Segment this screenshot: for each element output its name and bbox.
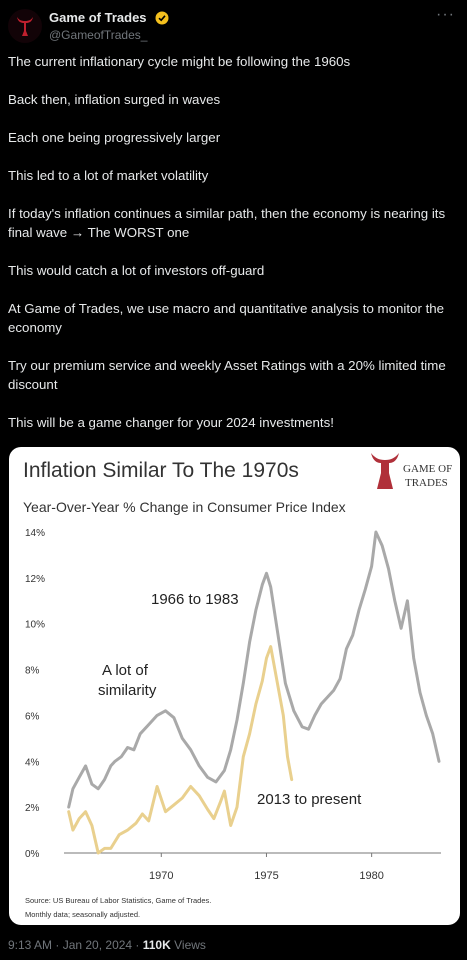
- tweet-header: Game of Trades @GameofTrades_ ···: [0, 0, 467, 50]
- tweet-paragraph: Each one being progressively larger: [8, 130, 221, 145]
- tweet-paragraph: If today's inflation continues a similar…: [8, 206, 446, 240]
- chart-title: Inflation Similar To The 1970s: [23, 459, 299, 482]
- x-tick-label: 1980: [359, 870, 383, 882]
- display-name[interactable]: Game of Trades: [49, 10, 147, 25]
- x-axis: 1970 1975 1980: [64, 852, 441, 882]
- y-tick-label: 4%: [25, 757, 40, 768]
- tweet-paragraph: This led to a lot of market volatility: [8, 168, 209, 183]
- game-of-trades-logo: GAME OF TRADES: [371, 453, 452, 489]
- avatar[interactable]: [8, 9, 42, 43]
- tweet-paragraph: This would catch a lot of investors off-…: [8, 263, 265, 278]
- logo-text-bottom: TRADES: [405, 477, 448, 489]
- chart-source-note: Monthly data; seasonally adjusted.: [25, 910, 140, 919]
- annotation-similarity-line2: similarity: [98, 682, 157, 699]
- tweet-paragraph: This will be a game changer for your 202…: [8, 415, 334, 430]
- bull-logo-icon: [17, 17, 33, 36]
- chart-image-card[interactable]: Inflation Similar To The 1970s Year-Over…: [9, 447, 460, 925]
- author-handle[interactable]: @GameofTrades_: [49, 28, 148, 42]
- more-options-icon[interactable]: ···: [436, 6, 455, 23]
- tweet-meta: 9:13 AM · Jan 20, 2024 · 110K Views: [8, 938, 206, 952]
- annotation-gold-series: 2013 to present: [257, 791, 362, 808]
- tweet-timestamp[interactable]: 9:13 AM · Jan 20, 2024 ·: [8, 938, 143, 952]
- bull-logo-icon: [371, 453, 399, 489]
- y-tick-label: 8%: [25, 666, 40, 677]
- annotation-gray-series: 1966 to 1983: [151, 591, 239, 608]
- tweet-paragraph: The current inflationary cycle might be …: [8, 54, 351, 69]
- y-tick-label: 14%: [25, 528, 45, 539]
- series-line-2013-present: [67, 645, 294, 855]
- views-label: Views: [170, 938, 206, 952]
- tweet-paragraph: Back then, inflation surged in waves: [8, 92, 221, 107]
- views-count: 110K: [142, 938, 171, 952]
- inflation-chart: Inflation Similar To The 1970s Year-Over…: [23, 453, 452, 919]
- tweet-text: The current inflationary cycle might be …: [8, 52, 460, 451]
- annotation-similarity-line1: A lot of: [102, 662, 149, 679]
- y-tick-label: 10%: [25, 620, 45, 631]
- verified-badge-icon: [155, 11, 169, 25]
- series-layer: [67, 530, 441, 855]
- tweet-paragraph: At Game of Trades, we use macro and quan…: [8, 301, 445, 335]
- chart-source: Source: US Bureau of Labor Statistics, G…: [25, 896, 211, 905]
- chart-subtitle: Year-Over-Year % Change in Consumer Pric…: [23, 499, 346, 515]
- x-tick-label: 1975: [254, 870, 278, 882]
- y-tick-label: 6%: [25, 711, 40, 722]
- y-axis: 14% 12% 10% 8% 6% 4% 2% 0%: [25, 528, 45, 860]
- y-tick-label: 2%: [25, 803, 40, 814]
- tweet-paragraph: Try our premium service and weekly Asset…: [8, 358, 446, 392]
- y-tick-label: 0%: [25, 849, 40, 860]
- series-line-1966-1983: [67, 530, 441, 809]
- x-tick-label: 1970: [149, 870, 173, 882]
- logo-text-top: GAME OF: [403, 463, 452, 475]
- y-tick-label: 12%: [25, 574, 45, 585]
